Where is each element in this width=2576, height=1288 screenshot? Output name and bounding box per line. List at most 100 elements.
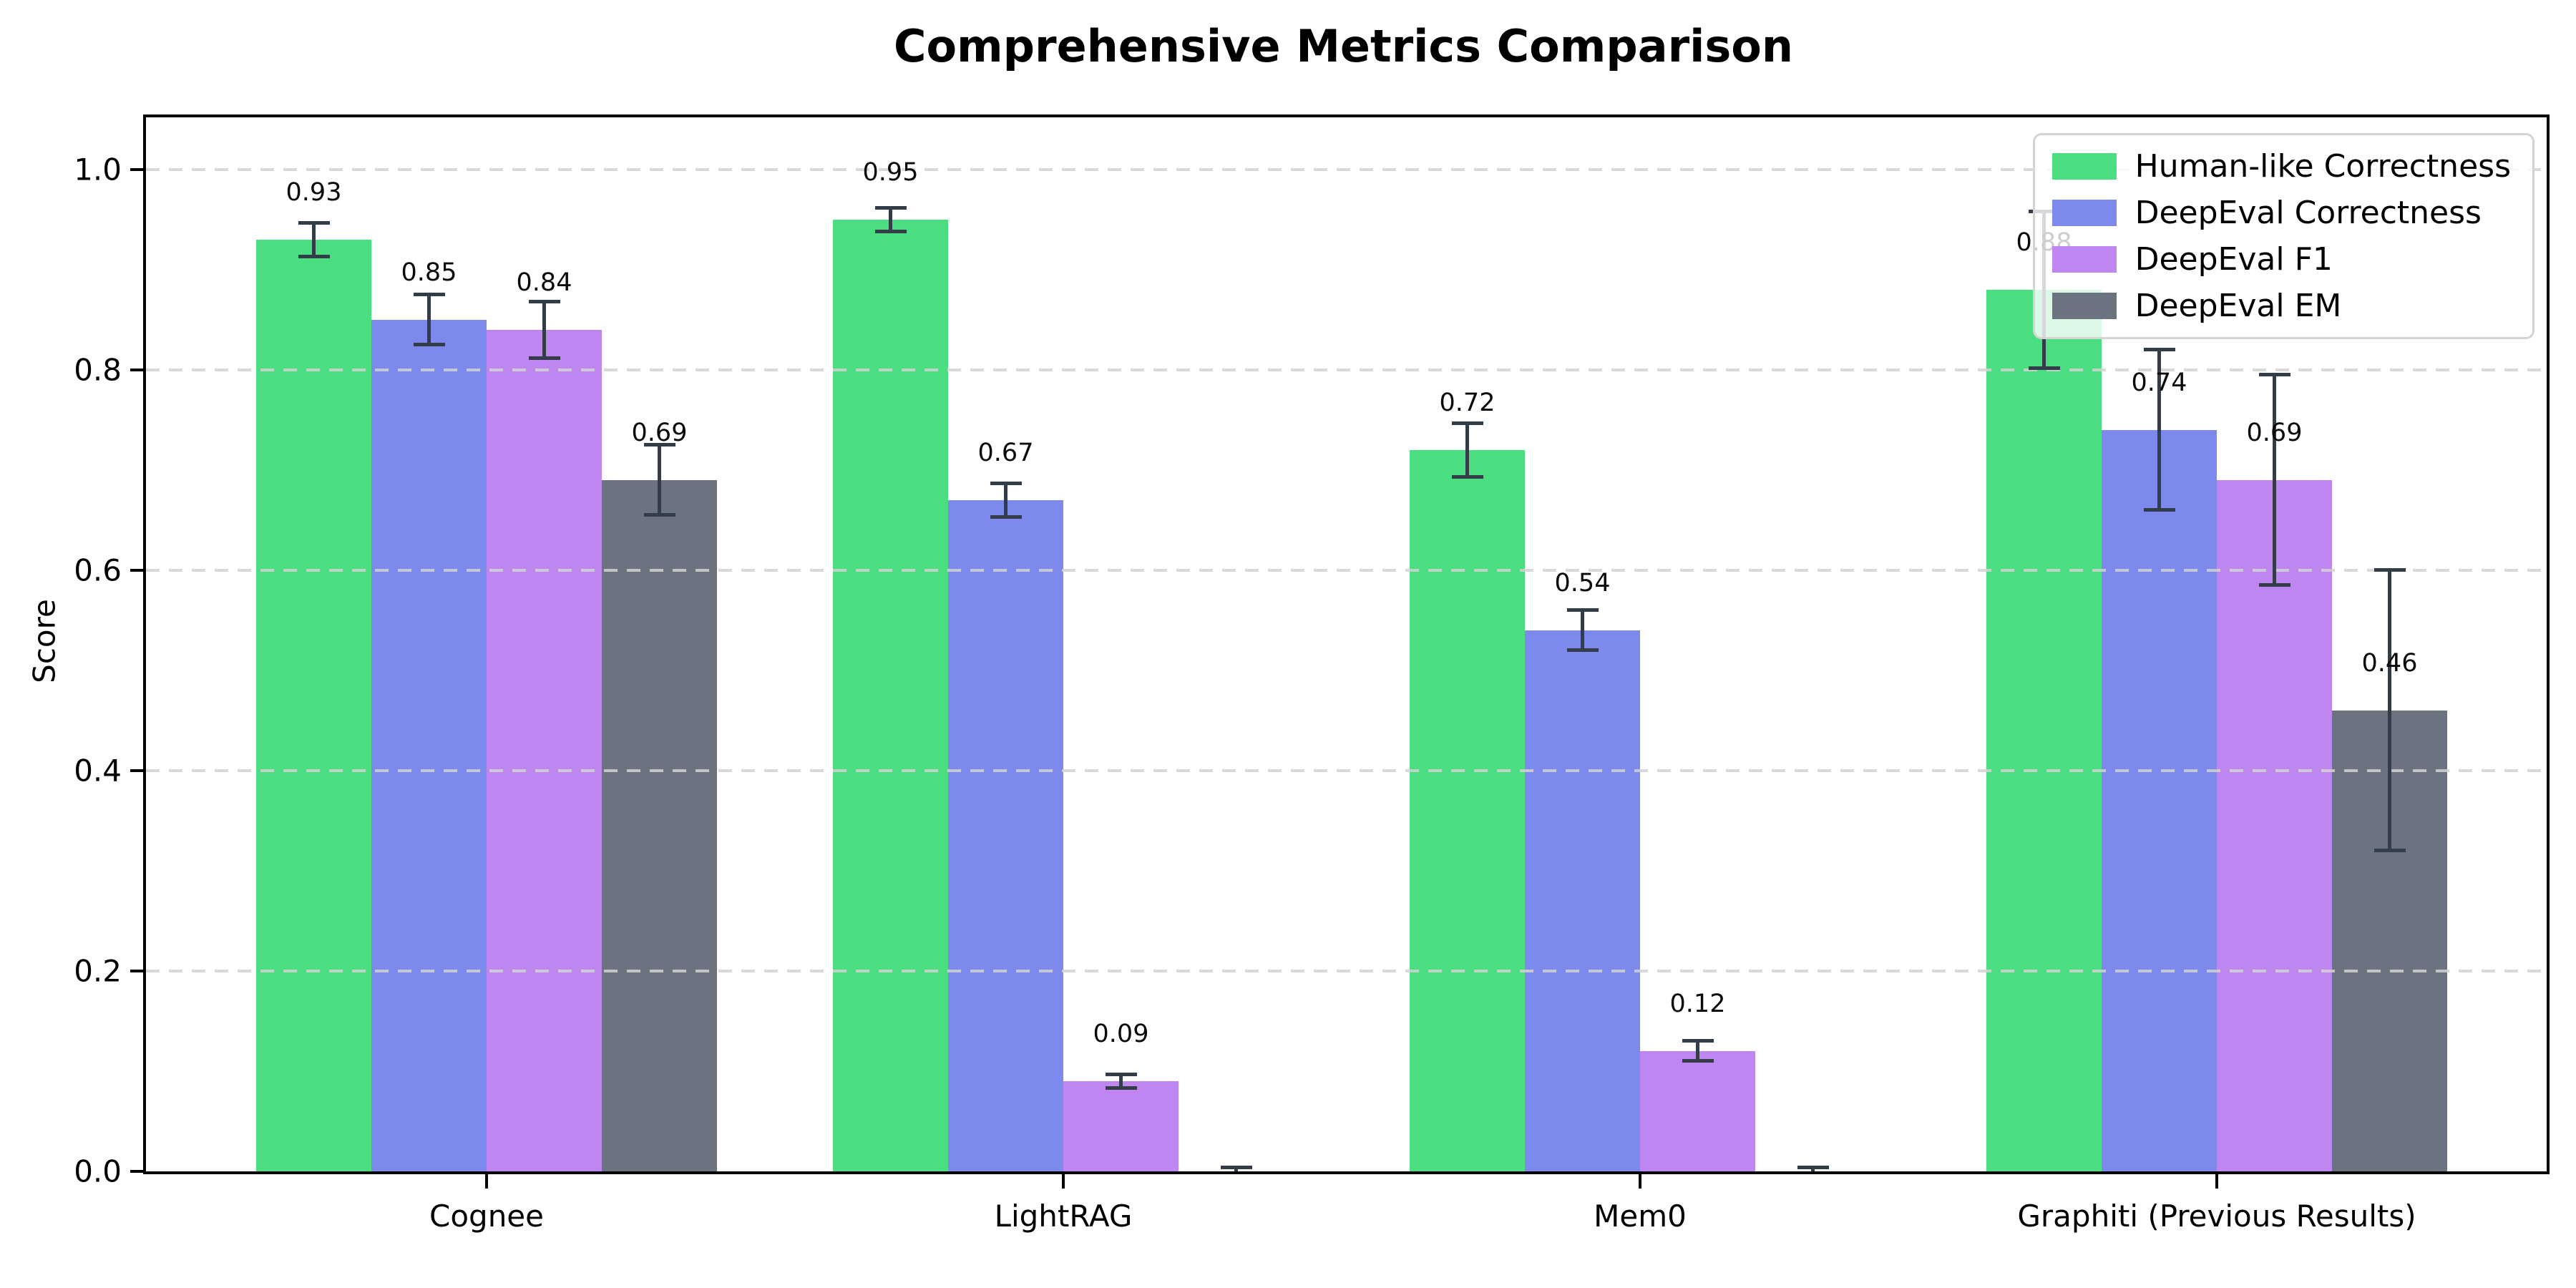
error-bar-cap-bottom-deepeval-f1-cognee: [528, 356, 560, 360]
bar-human-like-correctness-cognee: [256, 239, 371, 1171]
error-bar-cap-bottom-human-like-correctness-cognee: [298, 255, 330, 259]
legend-label-deepeval-f1: DeepEval F1: [2135, 241, 2333, 278]
bar-deepeval-f1-lightrag: [1063, 1080, 1179, 1171]
error-bar-cap-bottom-human-like-correctness-mem0: [1451, 475, 1483, 479]
legend: Human-like Correctness DeepEval Correctne…: [2032, 133, 2534, 339]
x-tick-mark-graphiti-previous-results: [2215, 1174, 2218, 1189]
x-tick-label-cognee: Cognee: [429, 1199, 544, 1234]
error-bar-cap-bottom-deepeval-correctness-cognee: [413, 343, 445, 347]
y-tick-mark-0.2: [130, 969, 143, 972]
bar-value-label-deepeval-em-cognee: 0.69: [631, 418, 688, 447]
bar-value-label-deepeval-correctness-graphiti-previous-results: 0.74: [2131, 368, 2187, 397]
bar-deepeval-f1-cognee: [487, 329, 602, 1171]
error-bar-deepeval-correctness-mem0: [1581, 610, 1584, 650]
bar-value-label-deepeval-f1-graphiti-previous-results: 0.69: [2246, 418, 2303, 447]
error-bar-cap-bottom-deepeval-f1-lightrag: [1105, 1086, 1137, 1091]
gridline-0.8: [146, 368, 2547, 371]
legend-item-deepeval-em: DeepEval EM: [2051, 288, 2511, 324]
plot-area: 0.930.950.720.880.850.670.540.740.840.09…: [143, 114, 2550, 1174]
gridline-1.0: [146, 167, 2547, 171]
x-tick-label-mem0: Mem0: [1594, 1199, 1687, 1234]
legend-item-deepeval-f1: DeepEval F1: [2051, 241, 2511, 278]
error-bar-cap-top-deepeval-em-cognee: [643, 443, 675, 447]
y-tick-mark-0.8: [130, 368, 143, 371]
error-bar-cap-top-deepeval-correctness-cognee: [413, 293, 445, 297]
y-tick-label-0.4: 0.4: [74, 753, 122, 789]
error-bar-cap-top-deepeval-correctness-mem0: [1566, 608, 1599, 613]
y-tick-label-0.2: 0.2: [74, 953, 122, 989]
x-tick-label-graphiti-previous-results: Graphiti (Previous Results): [2017, 1199, 2416, 1234]
bar-deepeval-f1-mem0: [1640, 1050, 1755, 1171]
bar-deepeval-correctness-lightrag: [948, 499, 1063, 1171]
error-bar-deepeval-f1-lightrag: [1119, 1074, 1123, 1088]
bar-deepeval-correctness-mem0: [1525, 630, 1640, 1171]
error-bar-deepeval-f1-graphiti-previous-results: [2273, 374, 2276, 585]
legend-swatch-icon-deepeval-em: [2051, 293, 2117, 319]
bar-value-label-deepeval-correctness-mem0: 0.54: [1554, 568, 1611, 597]
x-tick-mark-cognee: [485, 1174, 488, 1189]
error-bar-cap-top-deepeval-f1-graphiti-previous-results: [2258, 373, 2290, 377]
error-bar-cap-top-deepeval-correctness-lightrag: [990, 481, 1022, 485]
error-bar-cap-top-deepeval-em-mem0: [1797, 1165, 1829, 1169]
legend-swatch-icon-human-like-correctness: [2051, 153, 2117, 180]
error-bar-cap-top-deepeval-f1-mem0: [1682, 1039, 1714, 1043]
x-tick-mark-mem0: [1639, 1174, 1641, 1189]
error-bar-deepeval-correctness-cognee: [427, 294, 431, 345]
error-bar-cap-bottom-deepeval-correctness-graphiti-previous-results: [2143, 508, 2175, 512]
gridline-0.2: [146, 969, 2547, 972]
error-bar-cap-bottom-deepeval-f1-graphiti-previous-results: [2258, 583, 2290, 587]
error-bar-deepeval-em-graphiti-previous-results: [2388, 570, 2391, 851]
error-bar-deepeval-em-lightrag: [1234, 1167, 1238, 1171]
bar-human-like-correctness-mem0: [1410, 449, 1525, 1171]
error-bar-cap-bottom-human-like-correctness-lightrag: [874, 230, 907, 234]
error-bar-cap-top-deepeval-f1-lightrag: [1105, 1072, 1137, 1076]
x-tick-label-lightrag: LightRAG: [994, 1199, 1133, 1234]
error-bar-human-like-correctness-lightrag: [889, 208, 892, 232]
y-tick-mark-0.4: [130, 769, 143, 772]
error-bar-deepeval-f1-cognee: [542, 301, 546, 358]
y-tick-mark-1.0: [130, 167, 143, 171]
bar-value-label-deepeval-f1-cognee: 0.84: [516, 268, 572, 297]
bar-human-like-correctness-lightrag: [833, 219, 948, 1171]
legend-item-deepeval-correctness: DeepEval Correctness: [2051, 195, 2511, 231]
bar-value-label-deepeval-f1-lightrag: 0.09: [1093, 1019, 1149, 1048]
legend-label-deepeval-correctness: DeepEval Correctness: [2135, 195, 2482, 231]
legend-label-deepeval-em: DeepEval EM: [2135, 288, 2342, 324]
bar-deepeval-correctness-graphiti-previous-results: [2102, 429, 2217, 1171]
bar-value-label-deepeval-correctness-cognee: 0.85: [401, 258, 457, 287]
gridline-0.4: [146, 769, 2547, 772]
error-bar-deepeval-em-mem0: [1811, 1167, 1815, 1171]
bar-value-label-deepeval-correctness-lightrag: 0.67: [977, 438, 1034, 467]
error-bar-cap-bottom-deepeval-em-graphiti-previous-results: [2373, 849, 2406, 853]
legend-label-human-like-correctness: Human-like Correctness: [2135, 148, 2511, 185]
bar-human-like-correctness-graphiti-previous-results: [1986, 289, 2102, 1171]
error-bar-deepeval-correctness-lightrag: [1004, 483, 1008, 517]
error-bar-cap-top-human-like-correctness-mem0: [1451, 421, 1483, 425]
error-bar-cap-top-deepeval-f1-cognee: [528, 300, 560, 304]
bar-value-label-human-like-correctness-mem0: 0.72: [1439, 388, 1496, 417]
bar-value-label-deepeval-em-graphiti-previous-results: 0.46: [2361, 648, 2418, 678]
error-bar-deepeval-em-cognee: [658, 444, 661, 515]
error-bar-cap-bottom-deepeval-correctness-lightrag: [990, 515, 1022, 519]
y-axis-label: Score: [26, 599, 62, 683]
error-bar-cap-bottom-deepeval-f1-mem0: [1682, 1059, 1714, 1063]
y-tick-label-0.0: 0.0: [74, 1153, 122, 1189]
bar-deepeval-em-cognee: [602, 479, 717, 1171]
bar-deepeval-correctness-cognee: [371, 319, 487, 1171]
error-bar-cap-top-human-like-correctness-cognee: [298, 220, 330, 225]
error-bar-human-like-correctness-cognee: [312, 223, 316, 257]
error-bar-cap-bottom-deepeval-em-cognee: [643, 513, 675, 517]
error-bar-cap-top-human-like-correctness-lightrag: [874, 205, 907, 210]
y-tick-label-0.8: 0.8: [74, 352, 122, 388]
error-bar-human-like-correctness-mem0: [1465, 423, 1469, 477]
bar-deepeval-f1-graphiti-previous-results: [2217, 479, 2332, 1171]
bar-value-label-human-like-correctness-lightrag: 0.95: [862, 157, 919, 187]
y-tick-label-1.0: 1.0: [74, 152, 122, 187]
chart-title: Comprehensive Metrics Comparison: [893, 20, 1794, 72]
y-tick-mark-0.6: [130, 568, 143, 572]
error-bar-deepeval-f1-mem0: [1696, 1040, 1699, 1061]
gridline-0.6: [146, 568, 2547, 572]
x-tick-mark-lightrag: [1062, 1174, 1065, 1189]
error-bar-deepeval-correctness-graphiti-previous-results: [2157, 349, 2161, 510]
